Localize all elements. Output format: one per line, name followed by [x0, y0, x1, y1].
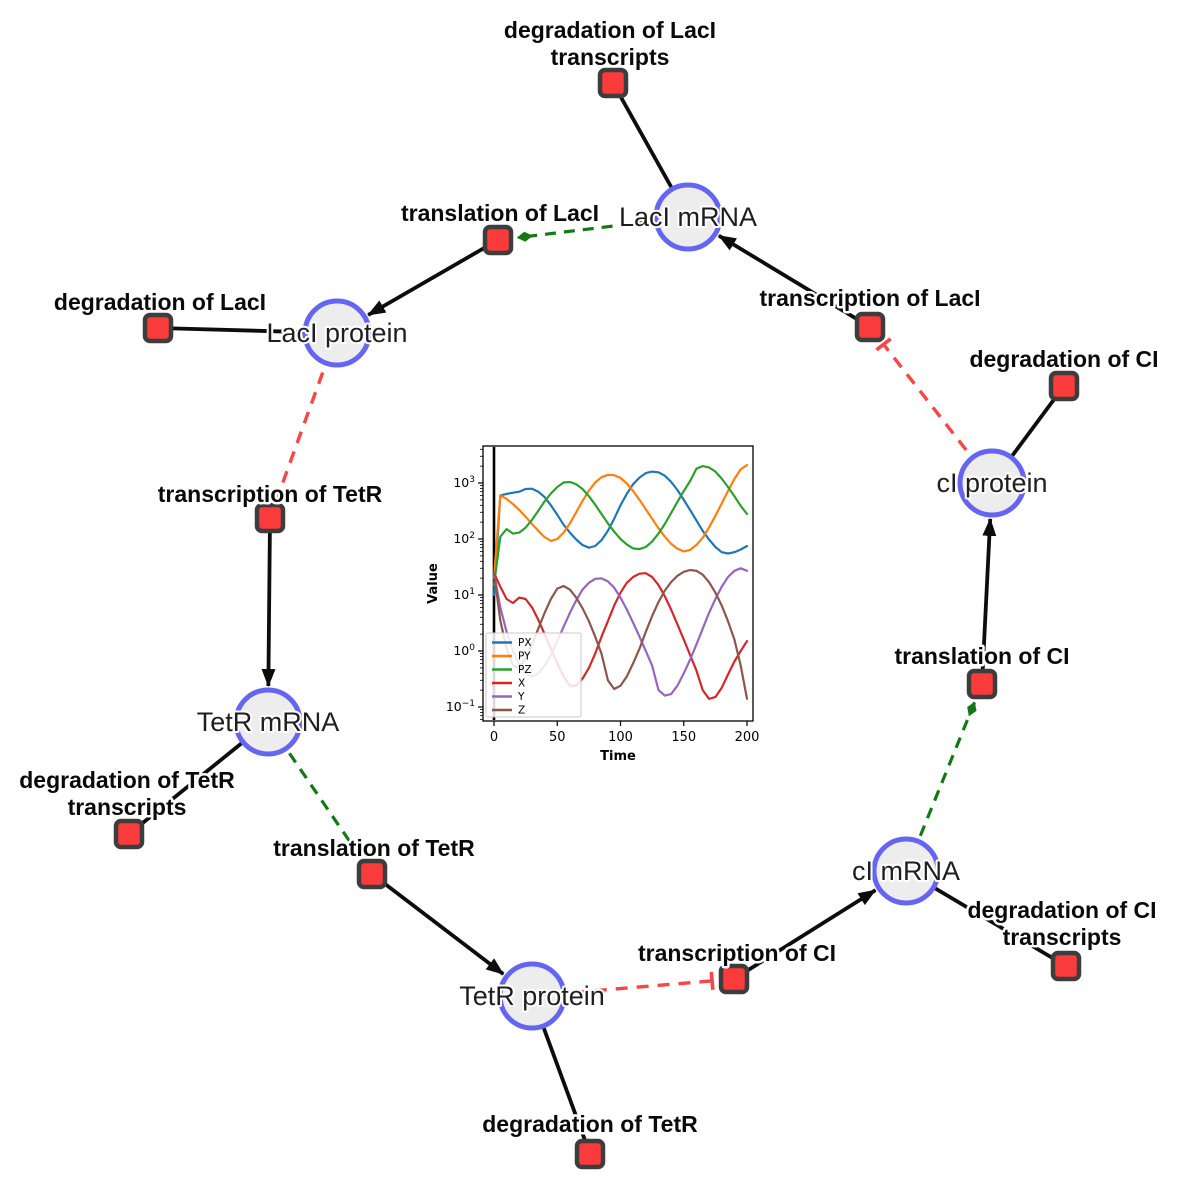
x-tick-label: 100 — [608, 730, 633, 745]
reaction-node-deg-laci — [142, 312, 174, 344]
species-node-ci-mrna — [871, 836, 941, 906]
species-node-laci-protein — [302, 298, 372, 368]
series-line-X — [492, 571, 749, 700]
x-axis-label: Time — [600, 749, 636, 764]
species-label-tetr-protein: TetR protein — [459, 981, 605, 1011]
reaction-label-translation-laci: translation of LacI — [401, 200, 599, 226]
species-label-tetr-mrna: TetR mRNA — [197, 707, 340, 737]
reaction-label-translation-ci: translation of CI — [894, 643, 1069, 669]
legend-label-PY: PY — [518, 651, 531, 663]
reaction-label-transcription-laci: transcription of LacI — [759, 285, 980, 311]
edge-production-translation-laci-laci-protein — [367, 238, 499, 317]
reaction-node-translation-tetr — [356, 858, 388, 890]
legend-label-X: X — [518, 678, 525, 690]
species-label-laci-mrna: LacI mRNA — [619, 202, 757, 232]
legend-label-Z: Z — [518, 705, 525, 717]
series-line-PZ — [492, 465, 749, 587]
labels-layer: degradation of LacI transcripts translatio… — [17, 15, 1161, 1140]
y-tick-label: 103 — [453, 475, 475, 490]
reaction-node-deg-laci-transcripts — [597, 67, 629, 99]
species-label-ci-mrna: cI mRNA — [852, 856, 960, 886]
reaction-node-translation-ci — [966, 668, 998, 700]
y-tick-label: 102 — [453, 531, 475, 546]
x-tick-label: 0 — [490, 730, 498, 745]
y-axis-label: Value — [426, 563, 441, 604]
legend-label-PZ: PZ — [518, 664, 532, 676]
species-node-tetr-mrna — [233, 687, 303, 757]
edge-production-transcription-laci-laci-mrna — [717, 233, 871, 329]
reaction-label-deg-tetr-transcripts: degradation of TetR transcripts — [19, 767, 235, 820]
reaction-node-translation-laci — [482, 224, 514, 256]
edge-production-transcription-ci-ci-mrna — [732, 888, 877, 981]
species-label-ci-protein: cI protein — [936, 468, 1047, 498]
species-node-laci-mrna — [653, 182, 723, 252]
reaction-node-deg-tetr-transcripts — [113, 818, 145, 850]
x-tick-label: 50 — [549, 730, 566, 745]
reaction-label-deg-ci: degradation of CI — [969, 346, 1158, 372]
reaction-node-transcription-ci — [718, 963, 750, 995]
x-tick-label: 150 — [671, 730, 696, 745]
y-tick-label: 10−1 — [446, 699, 475, 714]
x-tick-label: 200 — [735, 730, 760, 745]
reaction-node-transcription-tetr — [254, 502, 286, 534]
reaction-label-transcription-ci: transcription of CI — [638, 940, 836, 966]
reaction-label-deg-ci-transcripts: degradation of CI transcripts — [967, 897, 1156, 950]
reaction-node-deg-ci-transcripts — [1050, 950, 1082, 982]
species-node-tetr-protein — [497, 961, 567, 1031]
edge-production-transcription-tetr-tetr-mrna — [261, 517, 276, 688]
edge-production-translation-tetr-tetr-protein — [370, 872, 505, 976]
reaction-label-deg-laci-transcripts: degradation of LacI transcripts — [504, 17, 716, 70]
reaction-label-transcription-tetr: transcription of TetR — [158, 481, 383, 507]
legend-label-PX: PX — [518, 637, 532, 649]
y-tick-label: 101 — [453, 587, 475, 602]
legend-label-Y: Y — [517, 691, 525, 703]
reaction-node-deg-ci — [1048, 370, 1080, 402]
edge-production-translation-ci-ci-protein — [980, 517, 997, 685]
series-line-PY — [492, 463, 749, 580]
nodes-layer — [113, 67, 1082, 1170]
reaction-node-deg-tetr — [574, 1138, 606, 1170]
reaction-node-transcription-laci — [854, 311, 886, 343]
y-tick-label: 100 — [453, 643, 475, 658]
species-label-laci-protein: LacI protein — [266, 318, 407, 348]
inset-chart: 103 102 101 100 10−1 0 50 100 150 200 Time Value PX P… — [425, 425, 775, 770]
reaction-label-deg-tetr: degradation of TetR — [482, 1111, 698, 1137]
chart-legend-box — [485, 632, 582, 718]
reaction-label-translation-tetr: translation of TetR — [273, 835, 475, 861]
species-node-ci-protein — [957, 448, 1027, 518]
reaction-label-deg-laci: degradation of LacI — [54, 289, 266, 315]
